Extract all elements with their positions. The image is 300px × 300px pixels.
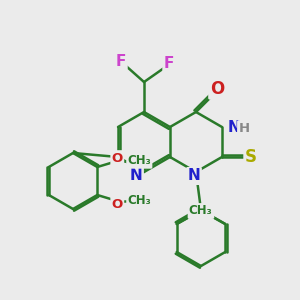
Text: CH₃: CH₃ xyxy=(128,194,151,208)
Text: F: F xyxy=(164,56,174,70)
Text: O: O xyxy=(112,197,123,211)
Text: N: N xyxy=(228,119,240,134)
Text: CH₃: CH₃ xyxy=(189,205,213,218)
Text: O: O xyxy=(112,152,123,164)
Text: O: O xyxy=(210,80,224,98)
Text: S: S xyxy=(245,148,257,166)
Text: H: H xyxy=(238,122,250,134)
Text: N: N xyxy=(130,167,142,182)
Text: CH₃: CH₃ xyxy=(189,205,213,218)
Text: F: F xyxy=(116,53,126,68)
Text: CH₃: CH₃ xyxy=(128,154,151,167)
Text: N: N xyxy=(188,169,200,184)
